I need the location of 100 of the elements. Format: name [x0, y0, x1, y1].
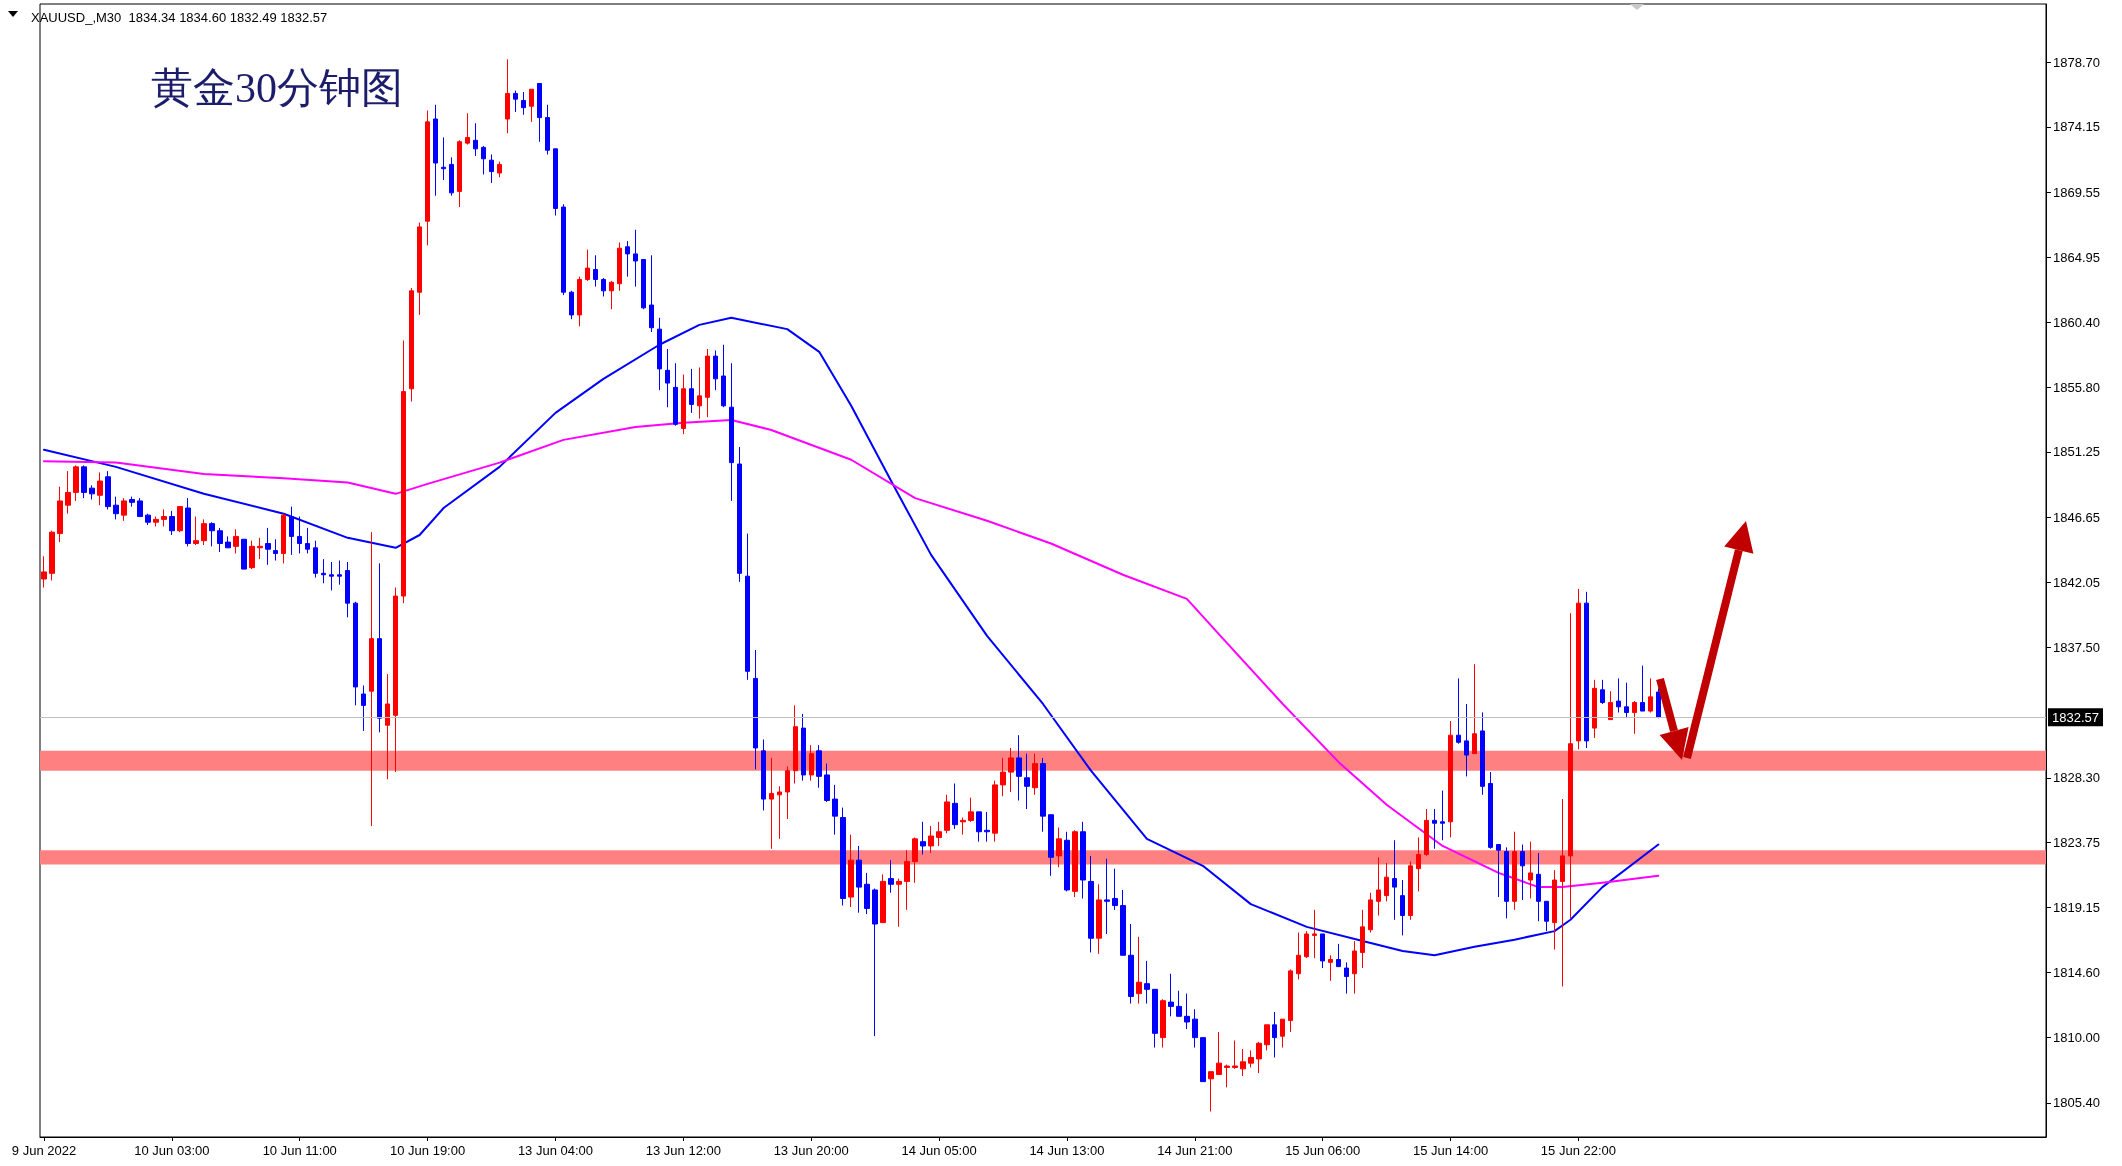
candlestick [305, 527, 310, 554]
candlestick [1080, 821, 1086, 899]
candlestick [81, 464, 87, 499]
candlestick [1560, 798, 1565, 987]
candlestick [1352, 940, 1357, 995]
candlestick [1584, 591, 1589, 749]
candlestick [1232, 1039, 1238, 1070]
candlestick [1008, 747, 1014, 793]
candlestick [433, 104, 438, 197]
candlestick [912, 836, 918, 884]
candlestick [153, 516, 159, 527]
candlestick [177, 506, 183, 533]
x-tick-label: 10 Jun 19:00 [390, 1143, 466, 1158]
x-tick-label: 15 Jun 22:00 [1540, 1143, 1617, 1158]
x-tick-label: 9 Jun 2022 [11, 1143, 77, 1158]
x-tick-label: 15 Jun 06:00 [1285, 1143, 1361, 1158]
candlestick [1384, 862, 1389, 902]
candlestick [801, 713, 806, 782]
candlestick [1536, 852, 1541, 922]
ref-line-label: 1832.57 [2052, 709, 2099, 725]
candlestick [1184, 993, 1190, 1030]
candlestick [233, 528, 239, 554]
y-tick-label: 1837.50 [2053, 639, 2100, 655]
candlestick [409, 287, 414, 403]
candlestick [473, 122, 478, 157]
candlestick [1336, 943, 1341, 968]
candlestick [41, 555, 47, 589]
candlestick [321, 558, 326, 584]
candlestick [1136, 936, 1142, 1005]
candlestick [97, 472, 103, 506]
candlestick [489, 154, 494, 184]
candlestick [1600, 679, 1605, 705]
candlestick [1168, 973, 1174, 1017]
candlestick [385, 673, 390, 780]
candlestick [1360, 909, 1365, 969]
y-tick-label: 1878.70 [2053, 54, 2100, 70]
candlestick [577, 276, 582, 327]
x-tick-label: 14 Jun 13:00 [1029, 1143, 1105, 1158]
candlestick [1544, 900, 1549, 932]
candlestick [1344, 961, 1349, 995]
candlestick [121, 497, 127, 522]
candlestick [1624, 682, 1629, 719]
y-tick-label: 1869.55 [2053, 184, 2100, 200]
candlestick [824, 763, 830, 803]
candlestick [1056, 826, 1062, 868]
candlestick [1552, 869, 1557, 951]
candlestick [169, 510, 175, 536]
candlestick [217, 527, 223, 553]
y-tick-label: 1823.75 [2053, 834, 2100, 850]
candlestick [1480, 711, 1485, 796]
y-tick-label: 1851.25 [2053, 444, 2100, 460]
candlestick [673, 362, 678, 427]
candlestick [369, 531, 374, 827]
candlestick [377, 562, 382, 733]
candlestick [681, 374, 686, 435]
candlestick [225, 535, 231, 549]
candlestick [329, 561, 334, 591]
candlestick [529, 88, 534, 123]
candlestick [513, 90, 518, 113]
y-tick-label: 1846.65 [2053, 509, 2100, 525]
line-series [43, 419, 1660, 889]
candlestick [1488, 771, 1493, 850]
candlestick [1072, 829, 1078, 898]
candlestick [904, 849, 910, 911]
candlestick [1416, 836, 1421, 892]
candlestick [697, 366, 702, 420]
candlestick [313, 540, 318, 579]
candlestick [129, 496, 135, 508]
candlestick [537, 83, 542, 143]
candlestick [1192, 1008, 1198, 1049]
candlestick [1640, 665, 1645, 712]
candlestick [1400, 879, 1405, 936]
candlestick [257, 537, 263, 560]
candlestick [1432, 808, 1437, 850]
candlestick [1224, 1064, 1230, 1088]
candlestick [1648, 677, 1653, 713]
candlestick [1392, 839, 1397, 921]
candlestick [1632, 700, 1637, 735]
candlestick [1376, 856, 1381, 917]
candlestick [145, 513, 151, 526]
candlestick [89, 484, 95, 501]
candlestick [545, 104, 550, 155]
candlestick [689, 368, 694, 414]
candlestick [1248, 1049, 1254, 1068]
x-tick-label: 14 Jun 05:00 [901, 1143, 977, 1158]
candlestick [449, 156, 454, 197]
x-tick-label: 10 Jun 11:00 [262, 1143, 337, 1158]
candlestick [1096, 883, 1102, 955]
candlestick [585, 249, 590, 282]
candlestick [1064, 831, 1070, 892]
candlestick [809, 744, 814, 782]
candlestick [289, 506, 294, 556]
x-tick-label: 13 Jun 04:00 [517, 1143, 594, 1158]
candlestick [625, 240, 630, 278]
candlestick [960, 817, 966, 836]
y-tick-label: 1864.95 [2053, 249, 2100, 265]
candlestick [944, 794, 950, 834]
candlestick [976, 811, 982, 843]
candlestick [1304, 930, 1309, 959]
candlestick [1256, 1041, 1262, 1074]
